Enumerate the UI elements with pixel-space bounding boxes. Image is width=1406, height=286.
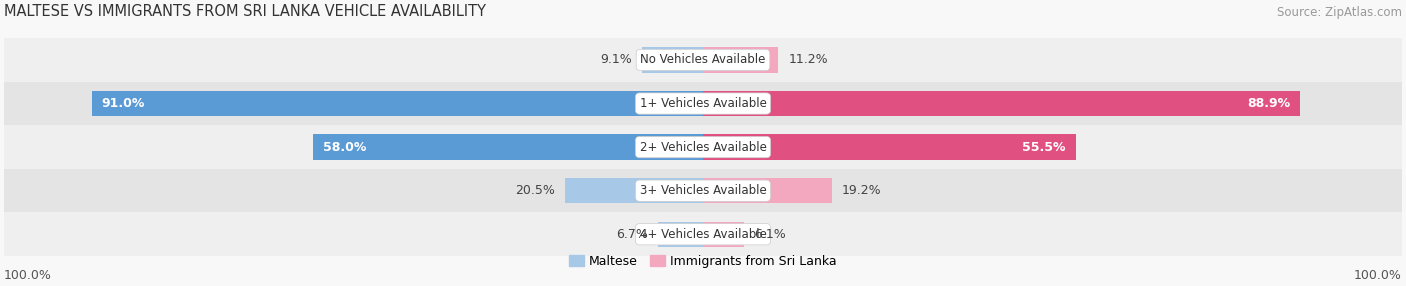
Text: Source: ZipAtlas.com: Source: ZipAtlas.com xyxy=(1277,5,1402,19)
Bar xyxy=(314,134,703,160)
Text: 88.9%: 88.9% xyxy=(1247,97,1291,110)
Text: 9.1%: 9.1% xyxy=(600,53,631,66)
Bar xyxy=(0,82,1406,125)
Bar xyxy=(0,125,1406,169)
Text: 3+ Vehicles Available: 3+ Vehicles Available xyxy=(640,184,766,197)
Bar xyxy=(565,178,703,203)
Text: 100.0%: 100.0% xyxy=(4,269,52,282)
Text: 91.0%: 91.0% xyxy=(101,97,145,110)
Text: 11.2%: 11.2% xyxy=(789,53,828,66)
Bar xyxy=(0,38,1406,82)
Legend: Maltese, Immigrants from Sri Lanka: Maltese, Immigrants from Sri Lanka xyxy=(569,255,837,268)
Bar xyxy=(643,47,703,73)
Text: 100.0%: 100.0% xyxy=(1354,269,1402,282)
Bar xyxy=(0,212,1406,256)
Text: 20.5%: 20.5% xyxy=(515,184,555,197)
Text: 4+ Vehicles Available: 4+ Vehicles Available xyxy=(640,228,766,241)
Bar xyxy=(703,134,1076,160)
Text: 2+ Vehicles Available: 2+ Vehicles Available xyxy=(640,141,766,154)
Bar xyxy=(703,178,832,203)
Bar xyxy=(91,91,703,116)
Bar xyxy=(703,47,779,73)
Text: MALTESE VS IMMIGRANTS FROM SRI LANKA VEHICLE AVAILABILITY: MALTESE VS IMMIGRANTS FROM SRI LANKA VEH… xyxy=(4,3,486,19)
Text: 55.5%: 55.5% xyxy=(1022,141,1066,154)
Bar xyxy=(0,169,1406,212)
Text: No Vehicles Available: No Vehicles Available xyxy=(640,53,766,66)
Text: 58.0%: 58.0% xyxy=(323,141,367,154)
Bar xyxy=(703,91,1301,116)
Text: 6.7%: 6.7% xyxy=(616,228,648,241)
Text: 1+ Vehicles Available: 1+ Vehicles Available xyxy=(640,97,766,110)
Text: 6.1%: 6.1% xyxy=(754,228,786,241)
Text: 19.2%: 19.2% xyxy=(842,184,882,197)
Bar xyxy=(703,222,744,247)
Bar xyxy=(658,222,703,247)
